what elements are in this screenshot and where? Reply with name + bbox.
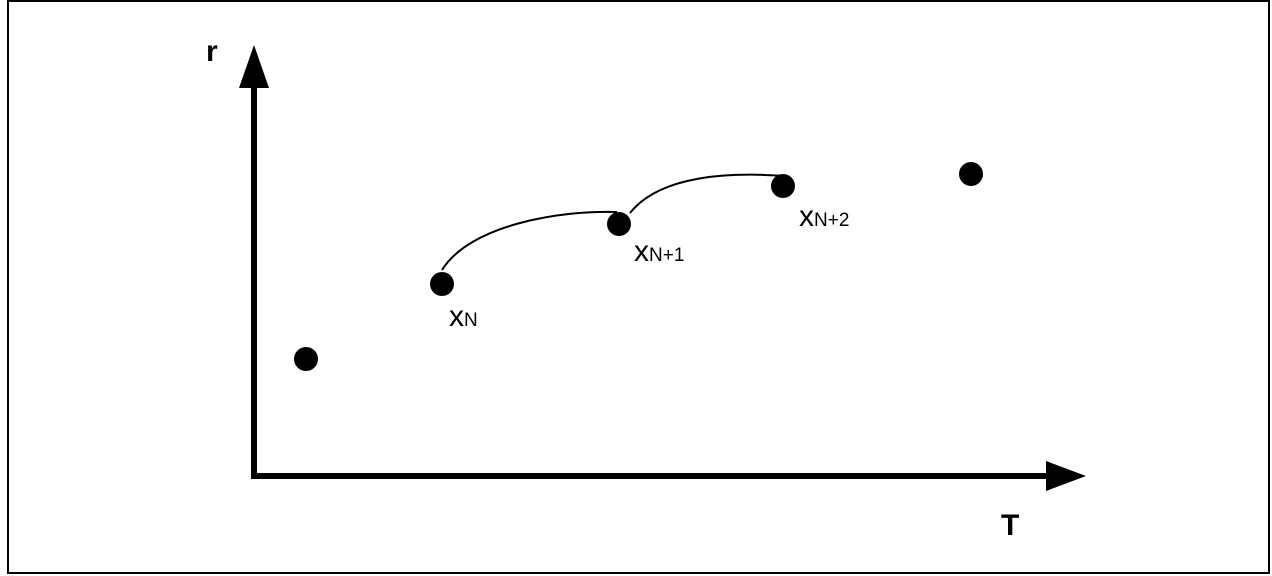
y-axis-arrowhead (239, 45, 269, 88)
point-label-xn1: xN+1 (634, 235, 684, 268)
point-marker-xn (430, 272, 454, 296)
arc-xn-to-xn1 (441, 210, 618, 271)
y-axis-label: r (206, 35, 218, 68)
diagram-frame (7, 0, 1270, 574)
point-marker (959, 162, 983, 186)
point-label-xn: xN (449, 300, 478, 333)
x-axis-label: T (1001, 509, 1019, 542)
point-marker (294, 347, 318, 371)
point-label-xn2: xN+2 (799, 200, 849, 233)
point-marker-xn1 (607, 212, 631, 236)
x-axis-arrowhead (1046, 461, 1086, 491)
point-marker-xn2 (771, 174, 795, 198)
arc-xn1-to-xn2 (629, 173, 786, 214)
